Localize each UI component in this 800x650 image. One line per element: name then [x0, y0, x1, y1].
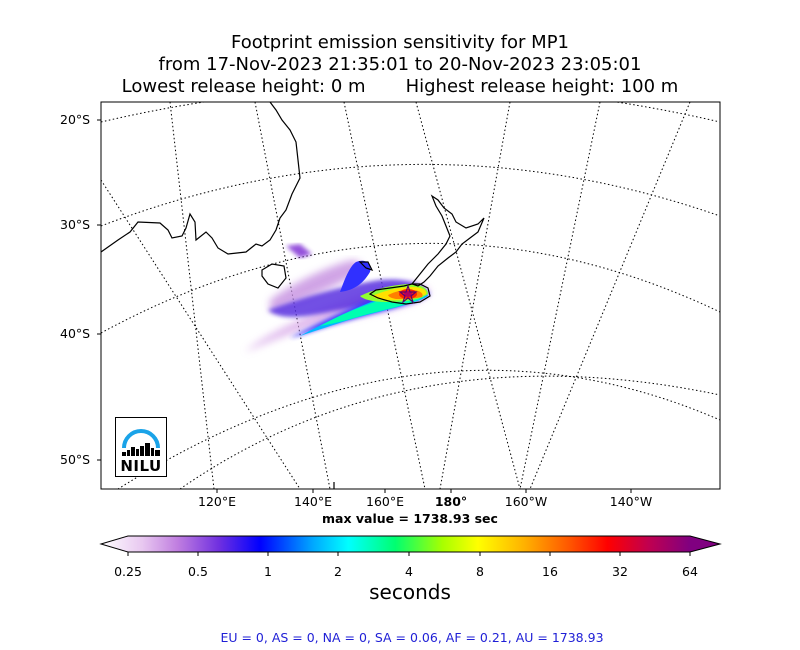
colorbar-tick: 0.25 [114, 564, 142, 579]
colorbar-tick: 32 [612, 564, 628, 579]
nilu-logo-text: NILU [120, 457, 162, 475]
colorbar-unit-label: seconds [369, 580, 451, 604]
colorbar [99, 535, 722, 556]
nilu-logo: NILU [115, 417, 167, 477]
region-totals: EU = 0, AS = 0, NA = 0, SA = 0.06, AF = … [220, 630, 604, 645]
colorbar-tick: 8 [476, 564, 484, 579]
colorbar-tick: 4 [405, 564, 413, 579]
map-subtitle-period: from 17-Nov-2023 21:35:01 to 20-Nov-2023… [158, 54, 642, 75]
lat-label-50s: 50°S [60, 452, 91, 467]
nilu-logo-graphic [122, 429, 160, 456]
map-frame [100, 101, 721, 490]
star-icon [398, 284, 418, 304]
colorbar-tick: 16 [542, 564, 558, 579]
graticule-latitudes [101, 102, 720, 489]
lat-label-20s: 20°S [60, 112, 91, 127]
max-value-label: max value = 1738.93 sec [322, 511, 498, 526]
lon-label-140w: 140°W [609, 494, 653, 509]
lon-label-160w: 160°W [504, 494, 548, 509]
map-title: Footprint emission sensitivity for MP1 [230, 32, 569, 53]
colorbar-tick: 1 [264, 564, 272, 579]
lon-label-160e: 160°E [365, 494, 405, 509]
coastlines [101, 102, 485, 489]
lon-label-140e: 140°E [293, 494, 333, 509]
colorbar-tick: 0.5 [188, 564, 208, 579]
lon-label-180: 180° [434, 494, 468, 509]
colorbar-tick: 2 [334, 564, 342, 579]
lat-label-40s: 40°S [60, 326, 91, 341]
colorbar-tick: 64 [682, 564, 698, 579]
map-subtitle-heights: Lowest release height: 0 m Highest relea… [121, 76, 679, 97]
lon-label-120e: 120°E [197, 494, 237, 509]
lat-label-30s: 30°S [60, 217, 91, 232]
footprint-plume [245, 244, 430, 352]
